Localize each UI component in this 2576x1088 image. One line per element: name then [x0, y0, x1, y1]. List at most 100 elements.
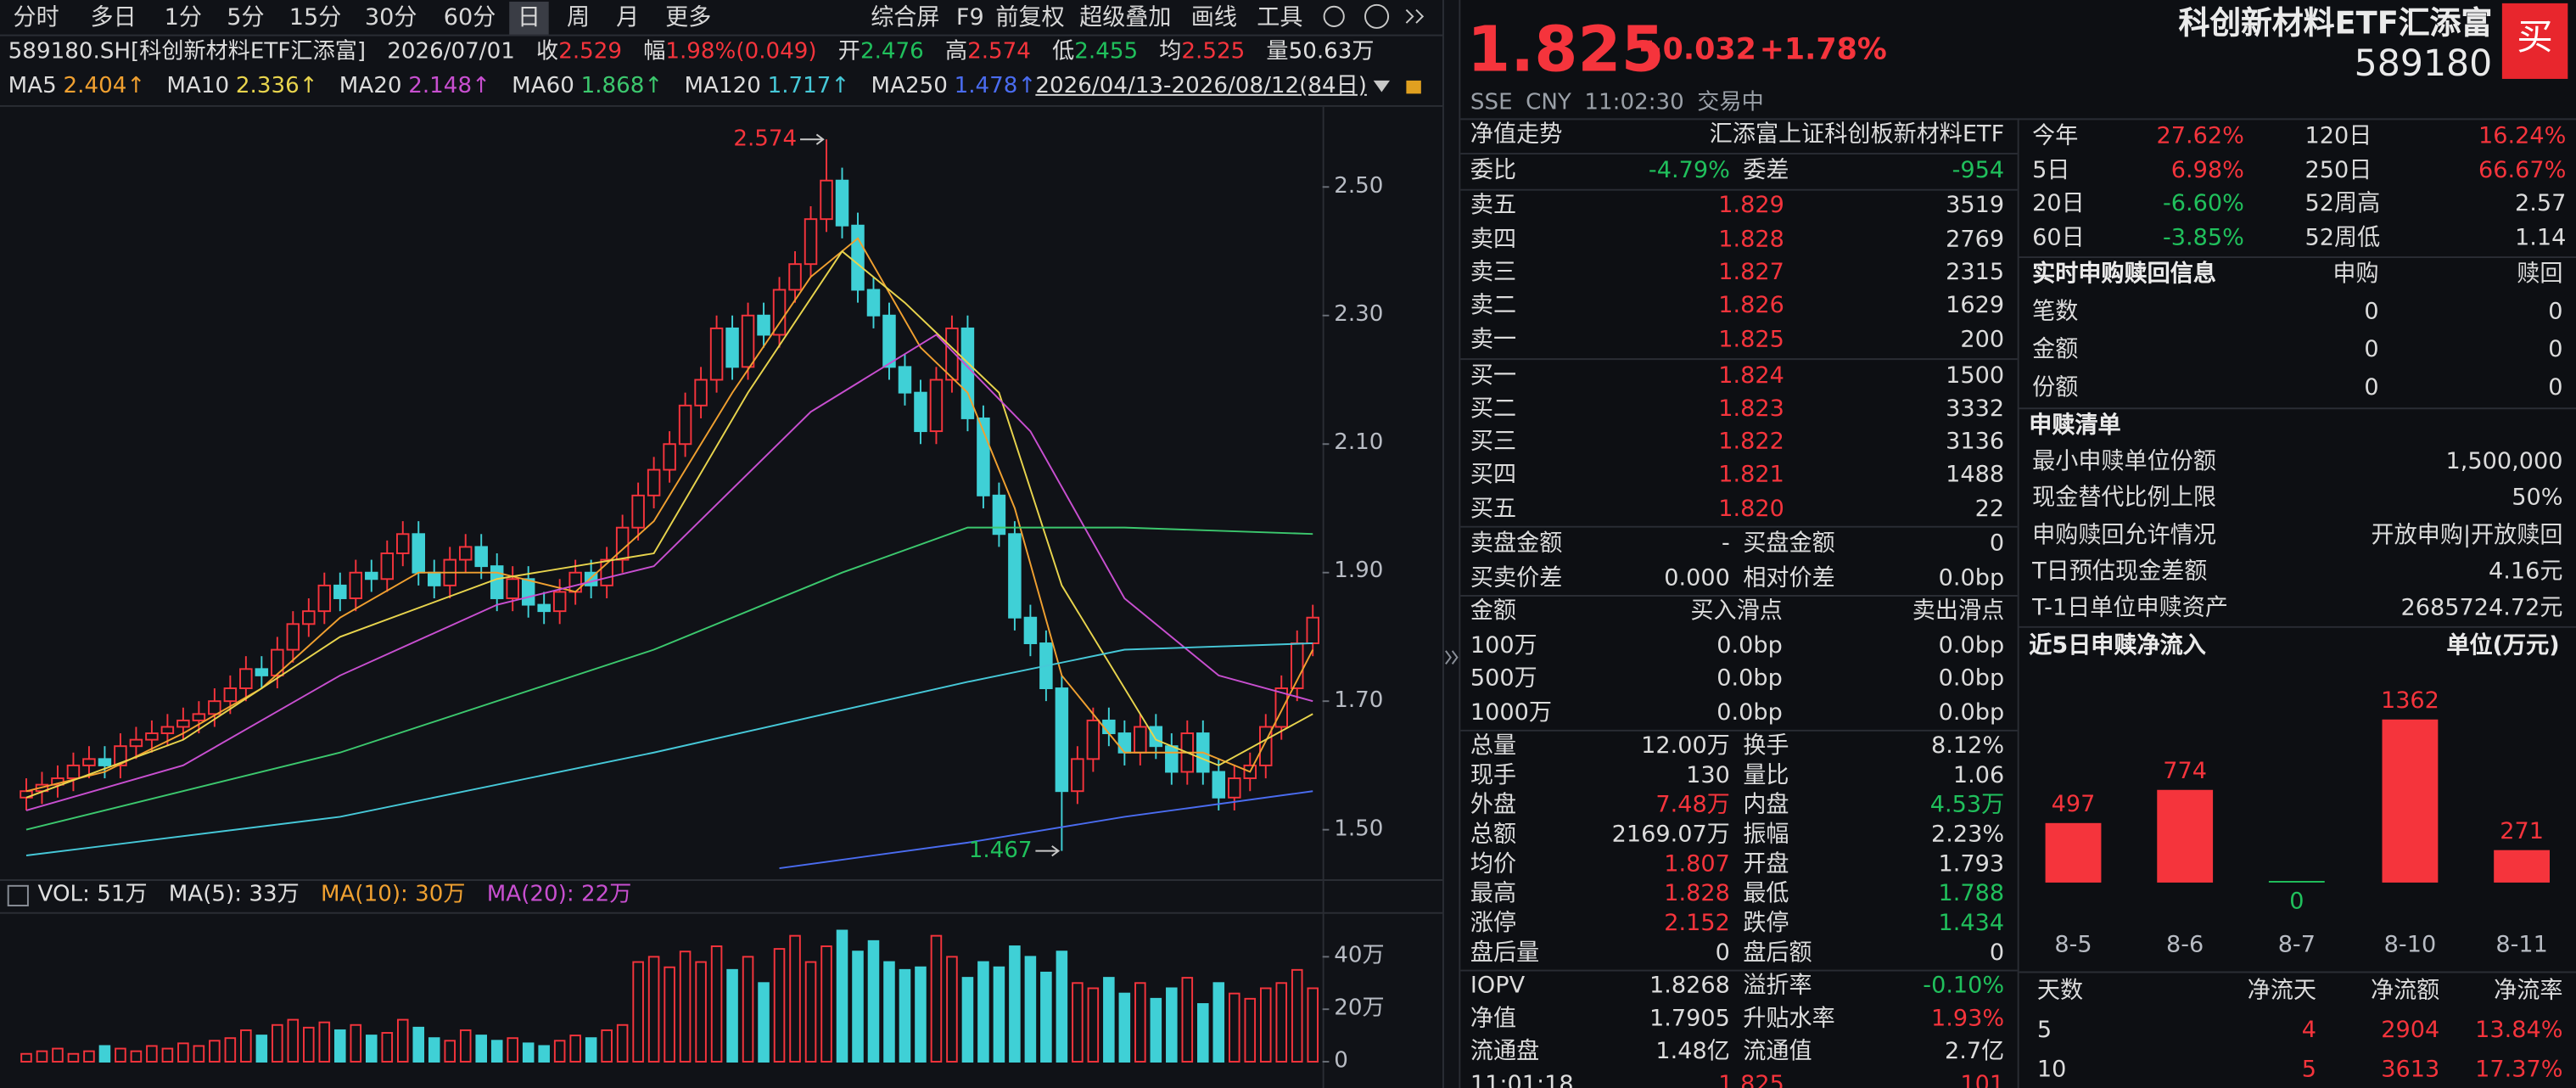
panel-label: 盘后量	[1470, 939, 1540, 967]
order-label: 买二	[1470, 395, 1517, 423]
volume-bar	[1118, 992, 1131, 1063]
summary-cell: 17.37%	[2475, 1057, 2563, 1084]
order-label: 卖二	[1470, 292, 1517, 319]
collapse-icon[interactable]	[1445, 650, 1459, 665]
summary-cell: 3613	[2381, 1057, 2440, 1084]
panel-label: 振幅	[1743, 822, 1789, 849]
legend-name: MA5	[8, 72, 57, 99]
volume-bar	[240, 1029, 252, 1063]
panel-value: 1.788	[1938, 880, 2005, 907]
period-tab[interactable]: 60分	[443, 4, 496, 31]
volume-bar	[1229, 992, 1240, 1063]
help-icon[interactable]	[1364, 3, 1390, 29]
volume-bar	[36, 1050, 48, 1063]
period-tab[interactable]: 多日	[90, 4, 137, 31]
volume-bar	[287, 1018, 300, 1063]
period-tab[interactable]: 5分	[227, 4, 265, 31]
tool-button[interactable]: 工具	[1257, 4, 1303, 31]
candle-body	[490, 565, 504, 599]
candle-body	[663, 443, 676, 471]
candle-body	[1102, 719, 1116, 735]
date-range[interactable]: 2026/04/13-2026/08/12(84日)	[1035, 72, 1367, 99]
period-tab[interactable]: 日	[517, 4, 541, 31]
order-price: 1.820	[1718, 496, 1784, 523]
perf-label: 今年	[2032, 123, 2079, 150]
tool-button[interactable]: 超级叠加	[1079, 4, 1172, 31]
summary-cell: 5	[2036, 1017, 2052, 1044]
period-tab[interactable]: 周	[566, 4, 591, 31]
more-icon[interactable]	[1405, 8, 1425, 24]
candle-body	[1023, 616, 1038, 644]
slippage-cell: 500万	[1470, 665, 1537, 693]
volume-bar	[334, 1029, 346, 1063]
volume-bar	[1134, 982, 1146, 1063]
realtime-value: 0	[2364, 374, 2379, 401]
y-tick-label: 2.10	[1334, 429, 1384, 457]
tool-button[interactable]: 前复权	[995, 4, 1065, 31]
period-tab[interactable]: 月	[616, 4, 640, 31]
panel-label: 溢折率	[1743, 973, 1812, 1000]
candle-body	[898, 366, 912, 394]
perf-value: -6.60%	[2162, 190, 2244, 217]
column-header: 赎回	[2517, 261, 2563, 288]
security-name: 科创新材料ETF汇添富	[2178, 5, 2493, 42]
period-tab[interactable]: 30分	[364, 4, 417, 31]
panel-value: 0	[1989, 939, 2005, 967]
candle-body	[992, 494, 1006, 536]
help-box[interactable]	[7, 884, 29, 907]
volume-bar	[1009, 945, 1021, 1063]
volume-bar	[1197, 1003, 1209, 1063]
volume-bar	[758, 982, 770, 1063]
panel-value: 1.807	[1664, 851, 1730, 878]
buy-button-bg[interactable]	[2501, 3, 2568, 79]
tool-button[interactable]: 综合屏	[871, 4, 940, 31]
buy-button[interactable]: 买	[2517, 18, 2553, 59]
order-volume: 1500	[1946, 362, 2005, 390]
dropdown-icon[interactable]	[1373, 80, 1391, 93]
candle-body	[929, 379, 944, 433]
info-field: 收 2.529	[536, 38, 623, 65]
tool-button[interactable]: 画线	[1190, 4, 1237, 31]
candle-body	[772, 289, 787, 336]
order-volume: 3332	[1946, 395, 2005, 423]
volume-bar	[946, 956, 958, 1063]
candle-body	[1134, 726, 1147, 754]
candle-body	[412, 533, 425, 574]
field-label: 开	[837, 38, 860, 65]
lock-icon[interactable]	[1406, 80, 1421, 94]
field-label: 均	[1159, 38, 1182, 65]
volume-bar	[852, 951, 864, 1063]
ma-line	[25, 526, 1313, 831]
realtime-value: 0	[2548, 374, 2563, 401]
symbol: 589180.SH[科创新材料ETF汇添富]	[8, 38, 367, 65]
order-price: 1.827	[1718, 259, 1784, 286]
period-tab[interactable]: 1分	[164, 4, 203, 31]
volume-bar	[20, 1052, 32, 1063]
info-field: 高 2.574	[945, 41, 1031, 64]
y-tick-label: 20万	[1334, 995, 1385, 1022]
field-value: 2.529	[558, 38, 623, 65]
legend-value: 1.717↑	[767, 72, 850, 99]
volume-bar	[961, 977, 974, 1063]
volume-bar	[695, 961, 707, 1063]
panel-value: 1.06	[1952, 762, 2005, 789]
candle-body	[866, 289, 881, 317]
period-tab[interactable]: 更多	[665, 4, 712, 31]
legend-item: MA(10): 30万	[320, 881, 466, 908]
tool-button[interactable]: F9	[955, 4, 984, 31]
legend-name: MA250	[871, 72, 948, 99]
slippage-cell: 卖出滑点	[1912, 597, 2005, 625]
order-label: 买四	[1470, 462, 1517, 489]
candle-body	[192, 713, 206, 721]
candle-body	[349, 571, 363, 599]
volume-legend: VOL: 51万 MA(5): 33万 MA(10): 30万 MA(20): 22万	[38, 881, 632, 908]
settings-icon[interactable]	[1323, 5, 1345, 27]
status-status: 交易中	[1697, 89, 1764, 116]
period-tab[interactable]: 15分	[288, 4, 342, 31]
period-tab[interactable]: 分时	[13, 4, 59, 31]
ma-legend: MA5 2.404↑ MA10 2.336↑ MA20 2.148↑ MA60 1.868↑ M…	[8, 76, 1037, 98]
volume-bar	[303, 1026, 315, 1063]
panel-value: 0	[1715, 939, 1730, 967]
status-currency: CNY	[1526, 89, 1571, 116]
list-value: 2685724.72元	[2400, 595, 2563, 622]
